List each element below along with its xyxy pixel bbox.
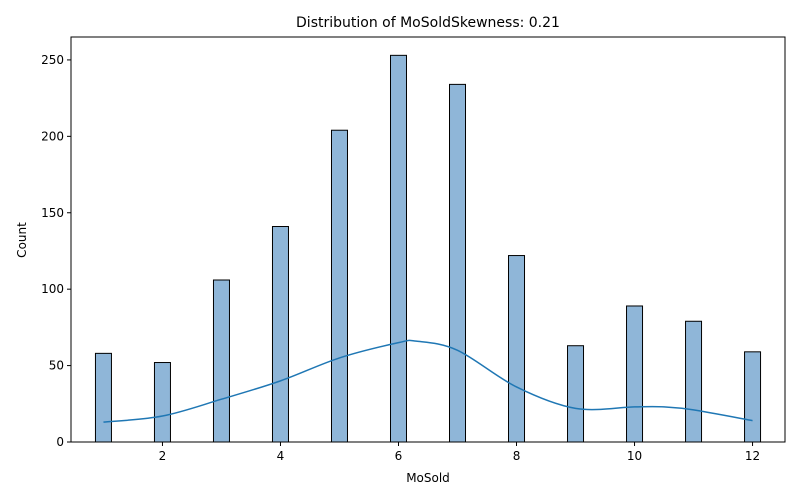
bar-month-11 [685,320,703,443]
chart-title: Distribution of MoSoldSkewness: 0.21 [296,15,560,31]
kde-line [103,339,753,423]
x-tick-label: 4 [277,449,285,463]
y-axis-label: Count [15,222,29,258]
y-tick-label: 0 [56,435,64,449]
plot-frame [70,36,786,443]
bar-month-1 [94,352,112,443]
x-tick-label: 2 [159,449,167,463]
bar-month-12 [744,351,762,443]
x-tick-label: 12 [745,449,760,463]
y-tick-label: 100 [41,282,64,296]
bar-month-6 [389,54,407,443]
bar-month-5 [330,129,348,443]
bar-month-2 [153,362,171,443]
x-tick-label: 10 [627,449,642,463]
bar-month-4 [271,226,289,443]
bar-month-7 [449,83,467,443]
y-tick-label: 250 [41,53,64,67]
bars-group [94,54,762,443]
bar-month-8 [508,255,526,443]
y-axis-ticks: 0 50 100 150 200 250 [41,53,71,449]
bar-month-10 [626,305,644,443]
y-tick-label: 200 [41,129,64,143]
x-axis-ticks: 2 4 6 8 10 12 [159,442,760,463]
y-tick-label: 50 [49,359,64,373]
x-axis-label: MoSold [406,471,450,485]
y-tick-label: 150 [41,206,64,220]
x-tick-label: 8 [513,449,521,463]
x-tick-label: 6 [395,449,403,463]
bar-month-3 [212,279,230,443]
bar-month-9 [567,345,585,443]
